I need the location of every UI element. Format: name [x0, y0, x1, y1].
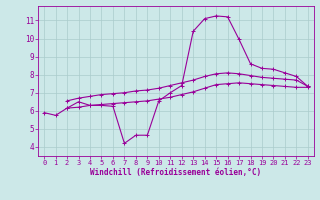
X-axis label: Windchill (Refroidissement éolien,°C): Windchill (Refroidissement éolien,°C)	[91, 168, 261, 177]
